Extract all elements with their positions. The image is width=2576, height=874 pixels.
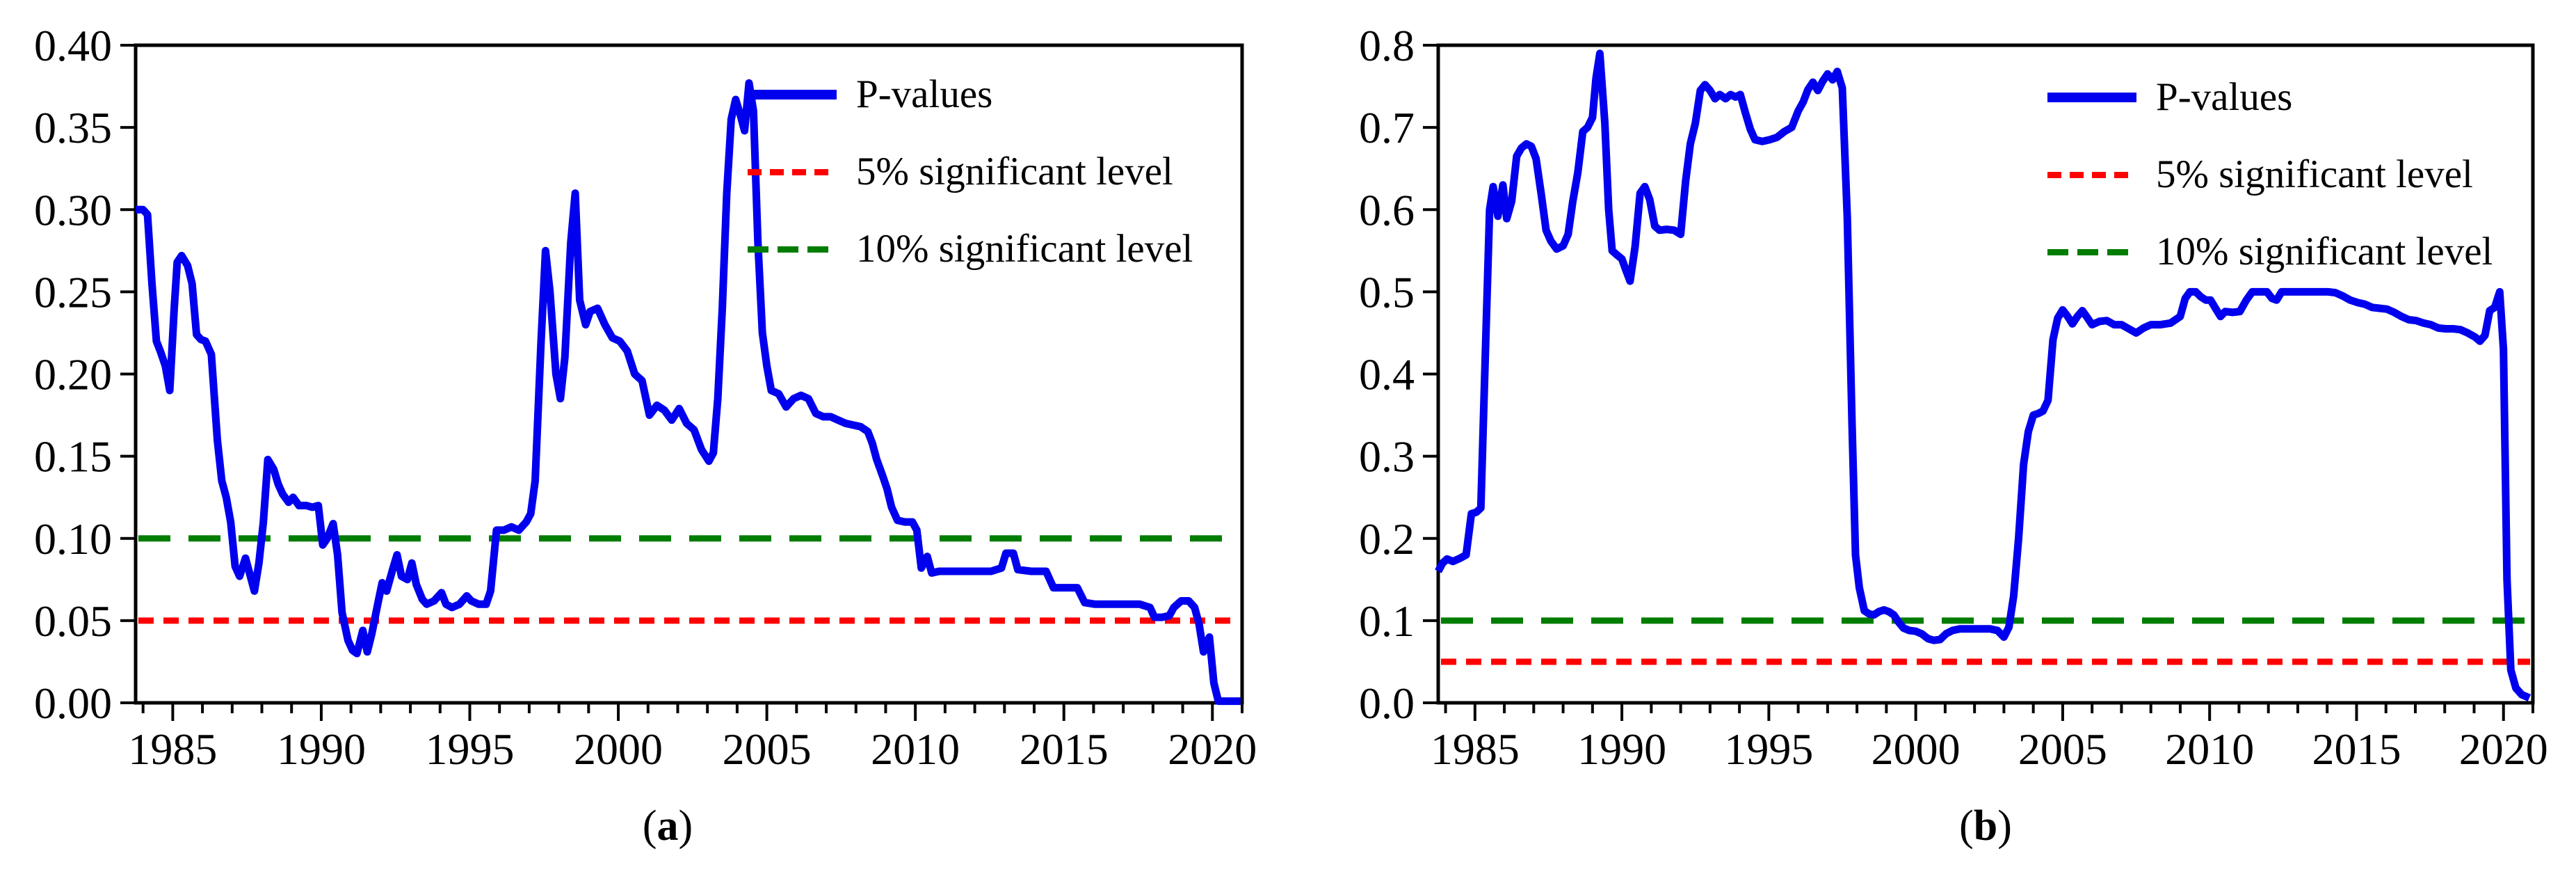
legend-label-5pct: 5% significant level bbox=[2156, 152, 2473, 196]
legend-label-pvalues: P-values bbox=[856, 72, 993, 116]
caption-chart-a: (a) bbox=[563, 802, 772, 851]
caption-a-open-paren: ( bbox=[642, 802, 657, 850]
chart-b: 1985 1990 1995 2000 2005 2010 2015 20200.00.10.… bbox=[1359, 21, 2548, 774]
x-tick-label-1985: 1985 bbox=[128, 724, 217, 774]
pvalues-line-b bbox=[1435, 49, 2531, 701]
legend-item-10pct: 10% significant level bbox=[748, 223, 1193, 275]
y-tick-label-0.6: 0.6 bbox=[1359, 185, 1415, 235]
x-tick-label-2020: 2020 bbox=[2459, 724, 2548, 774]
legend-item-pvalues: P-values bbox=[2047, 72, 2493, 123]
five-percent-line-swatch bbox=[748, 168, 837, 175]
legend-chart-b: P-values 5% significant level 10% signif… bbox=[2047, 72, 2493, 303]
y-axis-ticks-a: 0.00 0.05 0.10 0.15 0.20 0.25 0.30 0.35 0.40 bbox=[34, 21, 136, 728]
pvalues-line-a bbox=[136, 79, 1241, 706]
caption-a-letter: a bbox=[657, 802, 679, 850]
y-tick-label-0.40: 0.40 bbox=[34, 21, 112, 70]
x-tick-label-1990: 1990 bbox=[277, 724, 366, 774]
y-tick-label-0.05: 0.05 bbox=[34, 596, 112, 646]
legend-label-pvalues: P-values bbox=[2156, 75, 2293, 119]
y-tick-label-0.2: 0.2 bbox=[1359, 514, 1415, 564]
legend-label-10pct: 10% significant level bbox=[2156, 230, 2493, 273]
y-tick-label-0.30: 0.30 bbox=[34, 185, 112, 235]
x-tick-label-2000: 2000 bbox=[574, 724, 663, 774]
x-tick-label-2010: 2010 bbox=[871, 724, 960, 774]
y-tick-label-0.5: 0.5 bbox=[1359, 267, 1415, 317]
y-tick-label-0.8: 0.8 bbox=[1359, 21, 1415, 70]
y-tick-label-0.4: 0.4 bbox=[1359, 350, 1415, 399]
caption-a-close-paren: ) bbox=[678, 802, 693, 850]
caption-b-close-paren: ) bbox=[1997, 802, 2012, 850]
legend-label-5pct: 5% significant level bbox=[856, 150, 1173, 193]
y-tick-label-0.3: 0.3 bbox=[1359, 432, 1415, 482]
x-tick-label-2000: 2000 bbox=[1871, 724, 1961, 774]
legend-item-5pct: 5% significant level bbox=[2047, 149, 2493, 200]
y-tick-label-0.10: 0.10 bbox=[34, 514, 112, 564]
caption-chart-b: (b) bbox=[1881, 802, 2090, 851]
caption-b-letter: b bbox=[1973, 802, 1998, 850]
y-tick-label-0.00: 0.00 bbox=[34, 678, 112, 728]
pvalues-line-swatch bbox=[748, 90, 837, 100]
legend-item-5pct: 5% significant level bbox=[748, 146, 1193, 198]
x-tick-label-1990: 1990 bbox=[1577, 724, 1666, 774]
legend-item-pvalues: P-values bbox=[748, 69, 1193, 120]
y-tick-label-0.25: 0.25 bbox=[34, 267, 112, 317]
chart-a: 1985 1990 1995 2000 2005 2010 2015 2020 0.00 0.05… bbox=[34, 21, 1257, 774]
y-tick-label-0.15: 0.15 bbox=[34, 432, 112, 482]
y-tick-label-0.1: 0.1 bbox=[1359, 596, 1415, 646]
x-tick-label-2015: 2015 bbox=[2312, 724, 2401, 774]
pvalues-line-swatch bbox=[2047, 93, 2136, 102]
x-axis-ticks-a: 1985 1990 1995 2000 2005 2010 2015 2020 bbox=[128, 703, 1257, 774]
legend-label-10pct: 10% significant level bbox=[856, 227, 1193, 271]
x-tick-label-2020: 2020 bbox=[1168, 724, 1257, 774]
legend-chart-a: P-values 5% significant level 10% signif… bbox=[748, 69, 1193, 301]
ten-percent-line-swatch bbox=[2047, 248, 2136, 255]
x-tick-label-2010: 2010 bbox=[2165, 724, 2254, 774]
x-tick-label-1995: 1995 bbox=[426, 724, 515, 774]
legend-item-10pct: 10% significant level bbox=[2047, 226, 2493, 278]
y-tick-label-0.35: 0.35 bbox=[34, 103, 112, 152]
y-axis-ticks-b: 0.0 0.1 0.2 0.3 0.4 0.5 0.6 0.7 0.8 bbox=[1359, 21, 1438, 728]
caption-b-open-paren: ( bbox=[1959, 802, 1974, 850]
five-percent-line-swatch bbox=[2047, 171, 2136, 178]
x-axis-ticks-b: 1985 1990 1995 2000 2005 2010 2015 2020 bbox=[1431, 703, 2548, 774]
x-tick-label-2015: 2015 bbox=[1020, 724, 1109, 774]
x-tick-label-1985: 1985 bbox=[1431, 724, 1520, 774]
y-tick-label-0.20: 0.20 bbox=[34, 350, 112, 399]
x-tick-label-1995: 1995 bbox=[1724, 724, 1813, 774]
x-tick-label-2005: 2005 bbox=[2018, 724, 2107, 774]
y-tick-label-0.0: 0.0 bbox=[1359, 678, 1415, 728]
y-tick-label-0.7: 0.7 bbox=[1359, 103, 1415, 152]
x-tick-label-2005: 2005 bbox=[723, 724, 812, 774]
ten-percent-line-swatch bbox=[748, 246, 837, 253]
